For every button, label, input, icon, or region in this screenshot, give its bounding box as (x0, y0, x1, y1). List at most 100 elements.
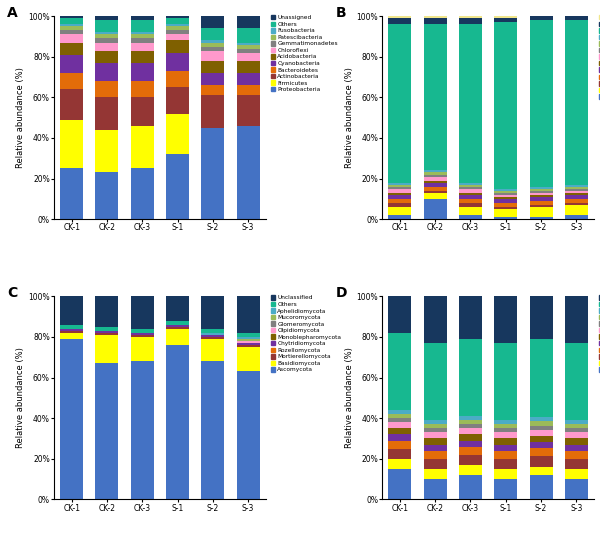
Bar (388, 469, 412, 499)
Bar (95, 81, 118, 97)
Bar (424, 429, 446, 432)
Bar (236, 73, 260, 85)
Bar (565, 20, 588, 185)
Bar (459, 207, 482, 215)
Bar (388, 188, 412, 193)
Bar (166, 345, 189, 499)
Bar (424, 343, 446, 420)
Bar (202, 47, 224, 50)
Bar (166, 71, 189, 87)
Bar (95, 335, 118, 364)
Bar (131, 169, 154, 219)
Bar (202, 339, 224, 361)
Bar (60, 55, 83, 73)
Bar (95, 50, 118, 63)
Bar (565, 439, 588, 445)
Bar (60, 333, 83, 339)
Bar (388, 203, 412, 207)
Bar (565, 420, 588, 424)
Bar (388, 185, 412, 187)
Bar (388, 333, 412, 410)
Bar (202, 335, 224, 337)
Bar (388, 296, 412, 333)
Bar (60, 24, 83, 26)
Bar (60, 73, 83, 89)
Bar (494, 191, 517, 193)
Bar (236, 347, 260, 372)
Y-axis label: Relative abundance (%): Relative abundance (%) (344, 67, 353, 168)
Bar (236, 42, 260, 45)
Bar (494, 445, 517, 451)
Bar (459, 188, 482, 193)
Bar (388, 207, 412, 215)
Bar (95, 63, 118, 81)
Bar (459, 203, 482, 207)
Text: A: A (7, 6, 18, 20)
Bar (459, 199, 482, 203)
Bar (424, 459, 446, 469)
Bar (166, 53, 189, 71)
Bar (60, 325, 83, 329)
Bar (494, 479, 517, 499)
Bar (236, 16, 260, 28)
Bar (131, 39, 154, 42)
Bar (60, 329, 83, 331)
Bar (388, 434, 412, 440)
Bar (236, 341, 260, 343)
Bar (494, 217, 517, 219)
Bar (166, 327, 189, 329)
Bar (530, 201, 553, 205)
Bar (565, 445, 588, 451)
Bar (388, 215, 412, 219)
Bar (166, 114, 189, 154)
Bar (166, 40, 189, 53)
Bar (530, 205, 553, 207)
Bar (494, 209, 517, 217)
Bar (530, 448, 553, 456)
Bar (565, 479, 588, 499)
Bar (494, 22, 517, 188)
Bar (60, 331, 83, 333)
Bar (565, 185, 588, 187)
Bar (60, 34, 83, 42)
Bar (494, 197, 517, 199)
Bar (166, 18, 189, 24)
Bar (424, 479, 446, 499)
Bar (530, 422, 553, 425)
Bar (236, 345, 260, 347)
Bar (388, 448, 412, 459)
Bar (459, 420, 482, 424)
Bar (202, 85, 224, 95)
Bar (565, 199, 588, 203)
Bar (565, 215, 588, 219)
Legend: Unassigned, Unclassified, Others, Gemmatimonadaceae, Enterobacteriaceae, Lachnos: Unassigned, Unclassified, Others, Gemmat… (599, 15, 600, 100)
Bar (166, 325, 189, 327)
Bar (459, 447, 482, 455)
Bar (388, 418, 412, 422)
Bar (95, 172, 118, 219)
Bar (424, 193, 446, 199)
Bar (95, 34, 118, 39)
Bar (565, 469, 588, 479)
Bar (202, 361, 224, 499)
Bar (388, 18, 412, 24)
Bar (95, 97, 118, 130)
Bar (60, 169, 83, 219)
Bar (565, 187, 588, 188)
Y-axis label: Relative abundance (%): Relative abundance (%) (344, 347, 353, 448)
Bar (95, 327, 118, 331)
Bar (60, 16, 83, 18)
Bar (388, 195, 412, 199)
Bar (202, 61, 224, 73)
Bar (530, 207, 553, 217)
Bar (388, 459, 412, 469)
Bar (494, 451, 517, 459)
Bar (95, 364, 118, 499)
Bar (424, 180, 446, 183)
Bar (459, 429, 482, 434)
Bar (459, 465, 482, 475)
Bar (95, 333, 118, 335)
Bar (388, 429, 412, 434)
Bar (95, 296, 118, 327)
Bar (459, 440, 482, 447)
